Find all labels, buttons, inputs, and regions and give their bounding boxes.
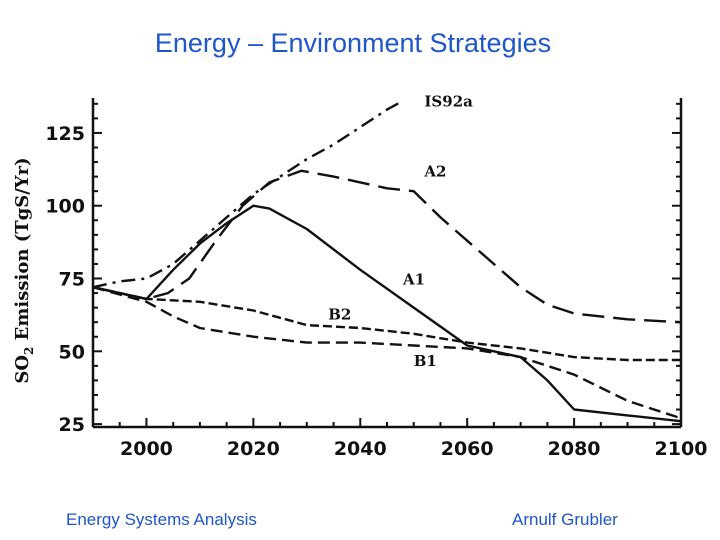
- series-line-b2: [93, 286, 681, 362]
- x-tick-label: 2020: [227, 438, 280, 460]
- series-label-is92a: IS92a: [424, 93, 473, 111]
- series-label-b1: B1: [414, 352, 437, 370]
- series-label-b2: B2: [328, 305, 351, 323]
- series-line-a1: [93, 204, 681, 423]
- series-line-a2: [93, 169, 681, 324]
- x-tick-label: 2060: [441, 438, 494, 460]
- series-line-b1: [93, 286, 681, 420]
- x-tick-label: 2000: [120, 438, 173, 460]
- y-tick-label: 100: [45, 196, 85, 218]
- series-label-a1: A1: [402, 270, 425, 288]
- x-tick-label: 2100: [655, 438, 708, 460]
- x-tick-label: 2040: [334, 438, 387, 460]
- y-tick-label: 25: [59, 414, 85, 436]
- footer-right: Arnulf Grubler: [512, 510, 618, 529]
- y-tick-label: 125: [45, 123, 85, 145]
- series-label-a2: A2: [423, 163, 446, 181]
- series-line-is92a: [93, 99, 404, 289]
- so2-emission-chart: 25 50 75 100 125 2000 2020 2040 2060 2080 2100 SO2 …: [12, 93, 708, 460]
- slide-title: Energy – Environment Strategies: [154, 28, 552, 58]
- y-tick-label: 75: [59, 269, 85, 291]
- x-tick-label: 2080: [548, 438, 601, 460]
- footer-left: Energy Systems Analysis: [66, 510, 257, 529]
- y-tick-label: 50: [59, 341, 85, 363]
- y-axis-label: SO2 Emission (TgS/Yr): [12, 157, 36, 383]
